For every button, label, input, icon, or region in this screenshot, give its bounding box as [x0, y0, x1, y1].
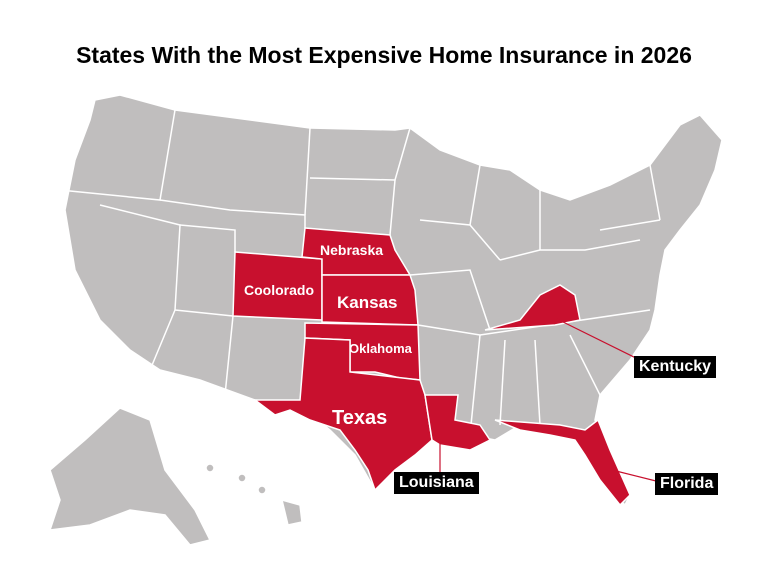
state-borders: [59, 109, 661, 436]
label-oklahoma: Oklahoma: [349, 341, 413, 356]
hawaii-island: [205, 463, 215, 473]
state-kansas: [321, 274, 419, 326]
callout-louisiana: Louisiana: [394, 472, 479, 494]
label-colorado: Coolorado: [244, 282, 314, 298]
state-florida: [494, 418, 631, 507]
label-texas: Texas: [332, 407, 387, 429]
state-louisiana: [424, 394, 492, 451]
map-title: States With the Most Expensive Home Insu…: [76, 42, 692, 68]
callout-kentucky: Kentucky: [634, 356, 717, 378]
hawaii-island: [237, 473, 247, 483]
hawaii-island: [257, 485, 267, 495]
label-nebraska: Nebraska: [320, 242, 383, 258]
callout-florida: Florida: [655, 473, 719, 495]
alaska: [48, 407, 212, 546]
label-kansas: Kansas: [337, 293, 397, 312]
leader-lines: [439, 317, 661, 483]
state-texas: [252, 337, 433, 492]
hawaii: [280, 498, 303, 526]
